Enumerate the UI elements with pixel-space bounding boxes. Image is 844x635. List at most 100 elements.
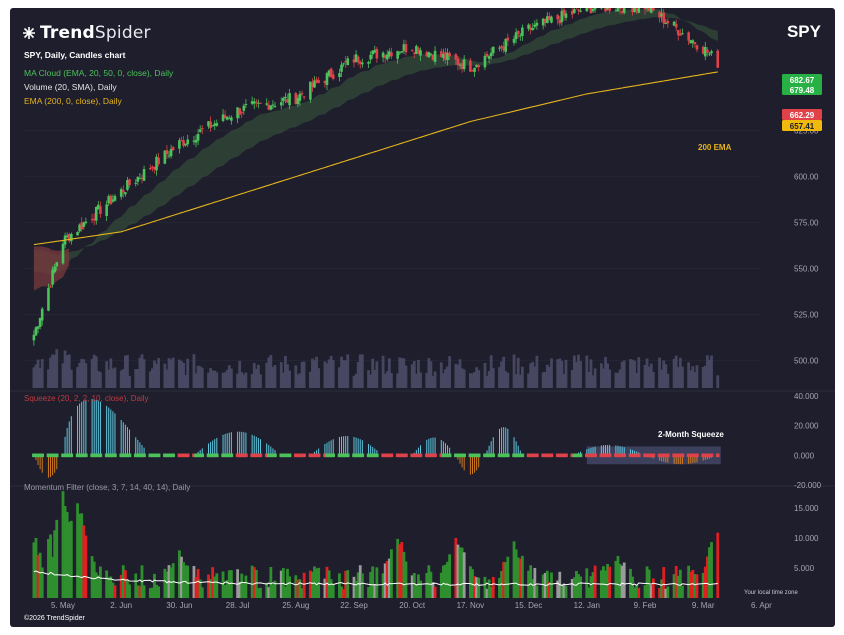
volume-bar bbox=[485, 375, 489, 388]
price-axis-tick: 525.00 bbox=[794, 310, 819, 319]
squeeze-dot bbox=[67, 453, 72, 458]
momentum-bar bbox=[645, 566, 649, 598]
volume-bar bbox=[38, 367, 42, 388]
squeeze-dot bbox=[106, 453, 111, 458]
volume-bar bbox=[136, 369, 140, 388]
volume-label[interactable]: Volume (20, SMA), Daily bbox=[24, 82, 117, 92]
momentum-bar bbox=[76, 503, 79, 598]
squeeze-dot bbox=[77, 453, 82, 458]
momentum-bar bbox=[693, 574, 697, 598]
brand-name-bold: Trend bbox=[40, 23, 95, 43]
ma-cloud-label[interactable]: MA Cloud (EMA, 20, 50, 0, close), Daily bbox=[24, 68, 174, 78]
momentum-bar bbox=[53, 530, 57, 598]
volume-bar bbox=[491, 368, 495, 388]
volume-bar bbox=[637, 357, 641, 388]
squeeze-dot bbox=[695, 453, 699, 458]
volume-bar bbox=[298, 373, 302, 388]
momentum-axis-tick: 5.000 bbox=[794, 564, 815, 573]
candle-body bbox=[113, 196, 117, 201]
squeeze-dot bbox=[454, 453, 458, 458]
volume-bar bbox=[323, 361, 327, 388]
momentum-bar bbox=[635, 584, 639, 598]
candle-body bbox=[689, 40, 693, 44]
candle-body bbox=[701, 46, 705, 54]
volume-bar bbox=[672, 358, 676, 388]
momentum-bar bbox=[572, 577, 576, 598]
candle-body bbox=[296, 98, 300, 105]
volume-bar bbox=[153, 360, 156, 388]
volume-bar bbox=[564, 359, 568, 388]
squeeze-dot bbox=[316, 453, 321, 458]
volume-bar bbox=[311, 358, 314, 388]
volume-bar bbox=[123, 355, 127, 388]
volume-bar bbox=[340, 356, 343, 388]
momentum-bar bbox=[547, 581, 551, 598]
ema-label[interactable]: EMA (200, 0, close), Daily bbox=[24, 96, 122, 106]
momentum-bar bbox=[186, 565, 190, 598]
momentum-label[interactable]: Momentum Filter (close, 3, 7, 14, 40, 14… bbox=[24, 483, 190, 492]
squeeze-dot bbox=[192, 453, 196, 458]
candle-body bbox=[51, 269, 54, 285]
volume-bar bbox=[387, 358, 391, 388]
volume-bar bbox=[53, 354, 57, 388]
candle-body bbox=[485, 53, 489, 57]
volume-bar bbox=[456, 364, 460, 388]
volume-bar bbox=[367, 370, 370, 388]
candle-body bbox=[97, 204, 100, 210]
candle-body bbox=[40, 308, 44, 321]
squeeze-dot bbox=[456, 453, 460, 458]
squeeze-dot bbox=[331, 453, 336, 458]
volume-bar bbox=[84, 363, 88, 388]
squeeze-dot bbox=[252, 453, 257, 458]
squeeze-dot bbox=[343, 453, 348, 458]
squeeze-dot bbox=[688, 453, 693, 458]
squeeze-axis-tick: 20.000 bbox=[794, 422, 819, 431]
squeeze-dot bbox=[308, 453, 313, 458]
squeeze-dot bbox=[506, 453, 510, 458]
squeeze-dot bbox=[443, 453, 448, 458]
squeeze-label[interactable]: Squeeze (20, 2, 2, 10, close), Daily bbox=[24, 394, 149, 403]
momentum-bar bbox=[579, 576, 582, 598]
volume-bar bbox=[703, 365, 707, 388]
volume-bar bbox=[215, 372, 219, 388]
momentum-bar bbox=[325, 566, 329, 598]
volume-bar bbox=[439, 362, 443, 388]
squeeze-dot bbox=[526, 453, 531, 458]
momentum-bar bbox=[651, 578, 655, 598]
candle-body bbox=[286, 99, 289, 103]
squeeze-dot bbox=[395, 453, 400, 458]
momentum-bar bbox=[703, 566, 707, 598]
squeeze-dot bbox=[281, 453, 286, 458]
squeeze-dot bbox=[385, 453, 390, 458]
volume-bar bbox=[441, 373, 445, 388]
candle-body bbox=[390, 52, 393, 57]
momentum-bar bbox=[354, 580, 358, 598]
squeeze-dot bbox=[113, 453, 117, 458]
momentum-bar bbox=[560, 584, 564, 598]
candle-body bbox=[491, 46, 495, 54]
volume-bar bbox=[545, 364, 549, 388]
candle-body bbox=[475, 64, 478, 68]
volume-bar bbox=[259, 374, 262, 388]
squeeze-dot bbox=[564, 453, 568, 458]
volume-bar bbox=[99, 372, 102, 388]
volume-bar bbox=[666, 373, 670, 388]
candle-body bbox=[61, 243, 65, 264]
candle-body bbox=[194, 139, 198, 143]
momentum-bar bbox=[119, 574, 123, 598]
candle-body bbox=[635, 8, 638, 11]
candle-body bbox=[325, 73, 329, 85]
candle-body bbox=[693, 42, 697, 45]
squeeze-dot bbox=[312, 453, 317, 458]
momentum-bar bbox=[637, 587, 641, 598]
candle-body bbox=[643, 8, 647, 10]
volume-bar bbox=[180, 360, 183, 388]
momentum-bar bbox=[433, 586, 437, 598]
squeeze-dot bbox=[221, 453, 225, 458]
volume-bar bbox=[49, 357, 52, 388]
squeeze-dot bbox=[439, 453, 444, 458]
momentum-bar bbox=[153, 573, 156, 598]
candle-body bbox=[55, 262, 59, 267]
candle-body bbox=[535, 22, 539, 26]
candle-body bbox=[548, 15, 551, 21]
